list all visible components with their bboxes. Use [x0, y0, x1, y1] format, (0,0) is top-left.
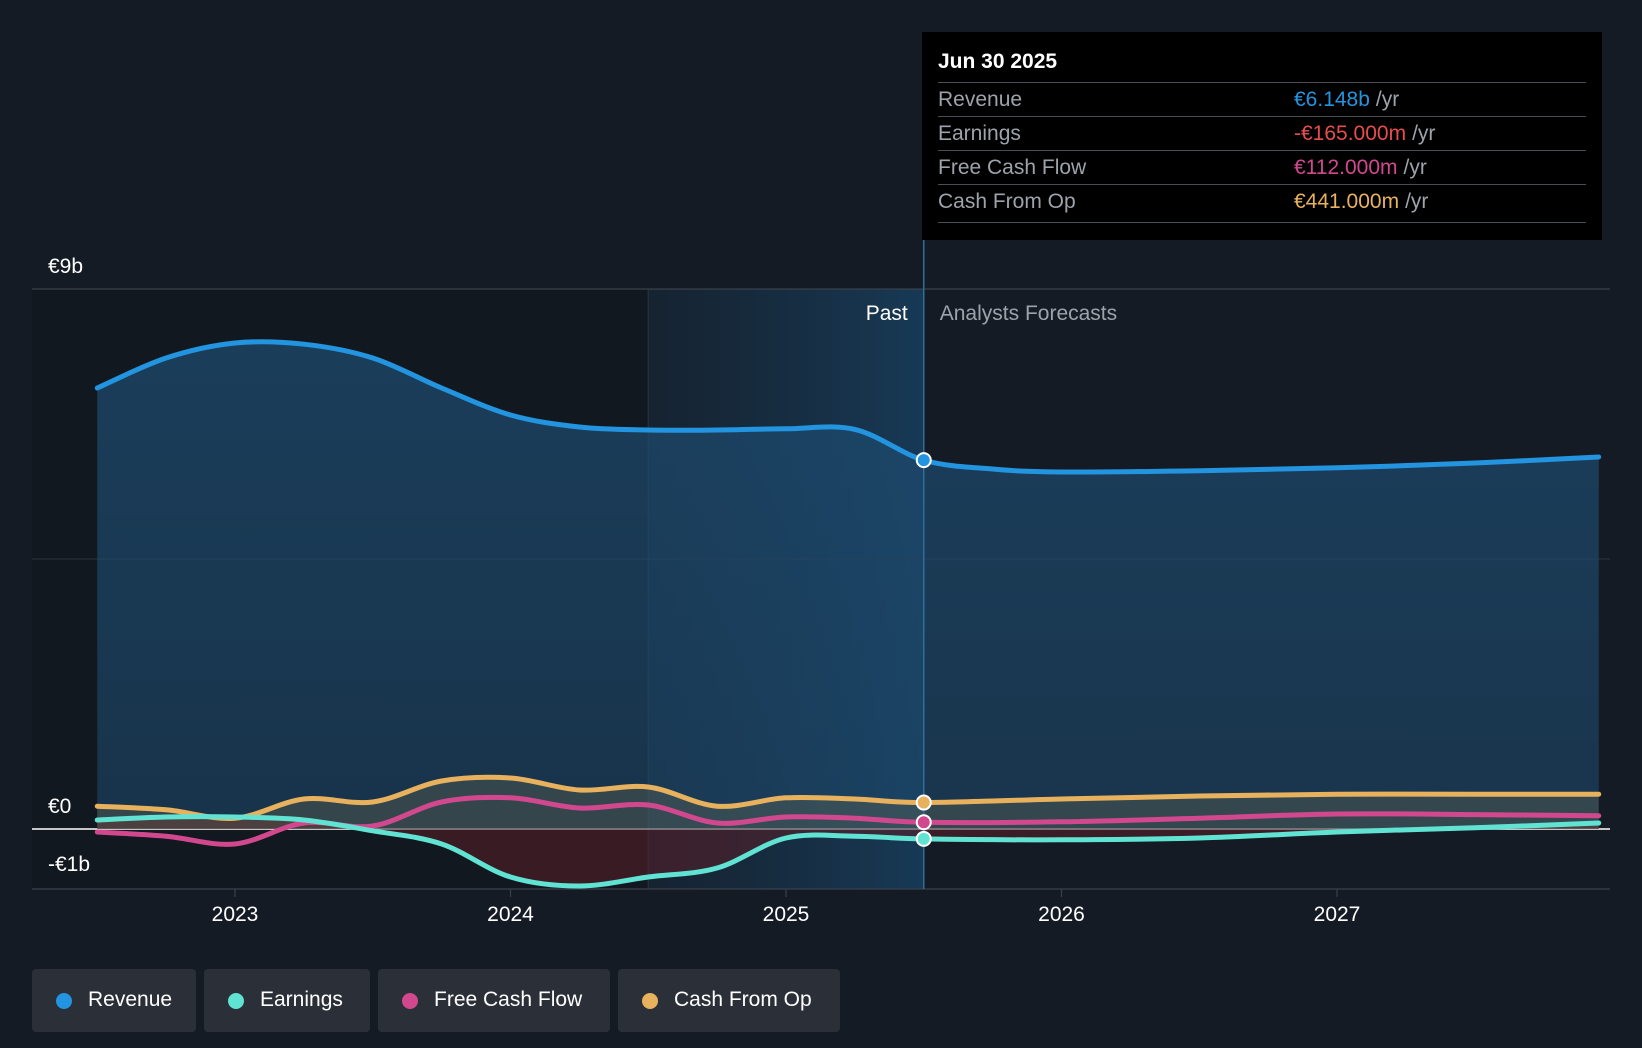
earnings-area — [97, 816, 1599, 886]
tooltip-value: -€165.000m — [1294, 122, 1407, 145]
tooltip-unit: /yr — [1403, 156, 1427, 179]
tooltip-row-free-cash-flow: Free Cash Flow €112.000m/yr — [938, 150, 1586, 185]
earnings-marker — [915, 830, 932, 847]
legend-label: Free Cash Flow — [434, 988, 583, 1011]
past-label: Past — [866, 302, 908, 325]
earnings-line — [94, 814, 1602, 889]
revenue-area — [97, 341, 1599, 829]
x-tick-label: 2027 — [1314, 903, 1361, 926]
legend-revenue[interactable]: Revenue — [32, 969, 196, 1032]
tooltip-row-earnings: Earnings -€165.000m/yr — [938, 116, 1586, 151]
tooltip-value-wrap: €6.148b/yr — [1294, 88, 1399, 112]
revenue-line — [94, 339, 1602, 475]
tooltip-row-revenue: Revenue €6.148b/yr — [938, 82, 1586, 117]
legend-dot-icon — [56, 993, 72, 1009]
legend-label: Cash From Op — [674, 988, 812, 1011]
free-cash-flow-line — [94, 794, 1602, 847]
y-tick-label: €9b — [48, 255, 83, 278]
highlight-markers — [915, 452, 932, 847]
x-tick-label: 2024 — [487, 903, 534, 926]
tooltip-divider — [938, 222, 1586, 223]
legend-earnings[interactable]: Earnings — [204, 969, 370, 1032]
y-tick-label: -€1b — [48, 853, 90, 876]
tooltip-unit: /yr — [1412, 122, 1436, 145]
tooltip-row-cash-from-op: Cash From Op €441.000m/yr — [938, 184, 1586, 219]
tooltip-unit: /yr — [1405, 190, 1429, 213]
tooltip-value-wrap: -€165.000m/yr — [1294, 122, 1435, 146]
series-lines — [94, 339, 1602, 889]
legend-dot-icon — [228, 993, 244, 1009]
tooltip-value: €6.148b — [1294, 88, 1370, 111]
tooltip-value: €441.000m — [1294, 190, 1400, 213]
tooltip-value-wrap: €441.000m/yr — [1294, 190, 1428, 214]
x-tick-label: 2026 — [1038, 903, 1085, 926]
cash-from-op-line — [94, 774, 1602, 821]
tooltip-unit: /yr — [1375, 88, 1400, 111]
legend-label: Earnings — [260, 988, 343, 1011]
tooltip-value-wrap: €112.000m/yr — [1294, 156, 1427, 180]
tooltip-label: Cash From Op — [938, 190, 1076, 213]
legend-label: Revenue — [88, 988, 173, 1011]
tooltip-date: Jun 30 2025 — [938, 50, 1058, 73]
y-tick-label: €0 — [48, 795, 71, 818]
revenue-marker — [915, 452, 932, 469]
legend-dot-icon — [402, 993, 418, 1009]
tooltip-label: Free Cash Flow — [938, 156, 1087, 179]
tooltip-label: Earnings — [938, 122, 1021, 145]
tooltip-label: Revenue — [938, 88, 1023, 111]
legend-free-cash-flow[interactable]: Free Cash Flow — [378, 969, 610, 1032]
forecast-label: Analysts Forecasts — [940, 302, 1117, 325]
free-cash-flow-marker — [915, 814, 932, 831]
legend-cash-from-op[interactable]: Cash From Op — [618, 969, 840, 1032]
legend-dot-icon — [642, 993, 658, 1009]
axis-labels: €9b €0 -€1b 2023 2024 2025 2026 2027 Past Analyst… — [48, 255, 1360, 926]
x-tick-label: 2025 — [763, 903, 810, 926]
tooltip: Jun 30 2025 Revenue €6.148b/yr Earnings … — [922, 32, 1602, 240]
cash-from-op-marker — [915, 794, 932, 811]
tooltip-value: €112.000m — [1294, 156, 1398, 179]
x-tick-label: 2023 — [212, 903, 259, 926]
